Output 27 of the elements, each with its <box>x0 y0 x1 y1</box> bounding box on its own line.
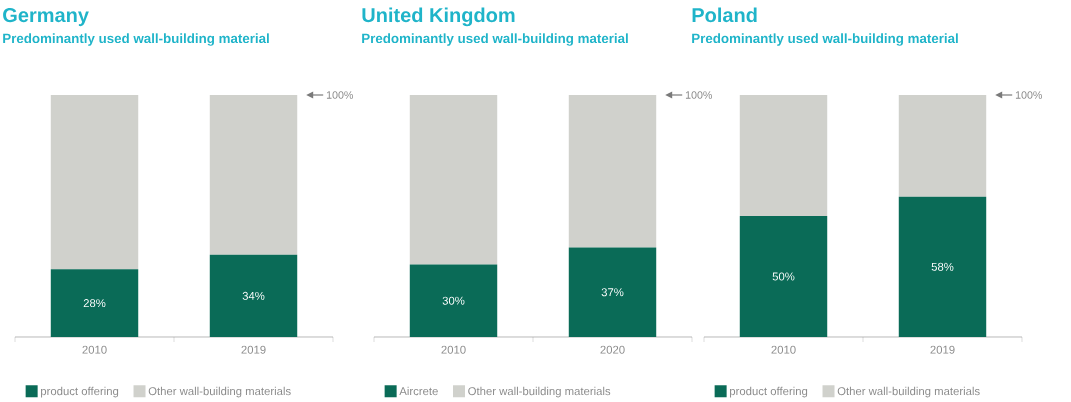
data-label: 30% <box>442 296 465 305</box>
legend-label: product offering <box>730 386 808 398</box>
ref-line-label: 100% <box>685 91 713 99</box>
ref-line-label: 100% <box>1015 91 1043 99</box>
legend-label: product offering <box>41 386 119 398</box>
x-tick-label: 2019 <box>930 345 955 354</box>
x-tick-label: 2019 <box>241 345 266 354</box>
data-label: 28% <box>83 298 106 307</box>
data-label: 50% <box>772 272 795 281</box>
data-label: 34% <box>242 291 265 300</box>
chart-title: Poland <box>692 7 757 23</box>
x-tick-label: 2010 <box>82 345 107 354</box>
chart-subtitle: Predominantly used wall-building material <box>692 33 958 46</box>
x-tick-label: 2020 <box>600 345 625 354</box>
chart-subtitle: Predominantly used wall-building material <box>3 33 269 46</box>
chart-subtitle: Predominantly used wall-building material <box>362 33 628 46</box>
chart-title: United Kingdom <box>362 7 515 27</box>
data-label: 58% <box>931 262 954 271</box>
ref-line-label: 100% <box>326 91 354 99</box>
chart-title: Germany <box>3 7 89 26</box>
legend-label: Other wall-building materials <box>468 386 611 398</box>
data-label: 37% <box>601 288 624 297</box>
x-tick-label: 2010 <box>771 345 796 354</box>
legend-label: Other wall-building materials <box>837 386 980 398</box>
legend-label: Other wall-building materials <box>148 386 291 398</box>
legend-label: Aircrete <box>399 386 438 395</box>
x-tick-label: 2010 <box>441 345 466 354</box>
